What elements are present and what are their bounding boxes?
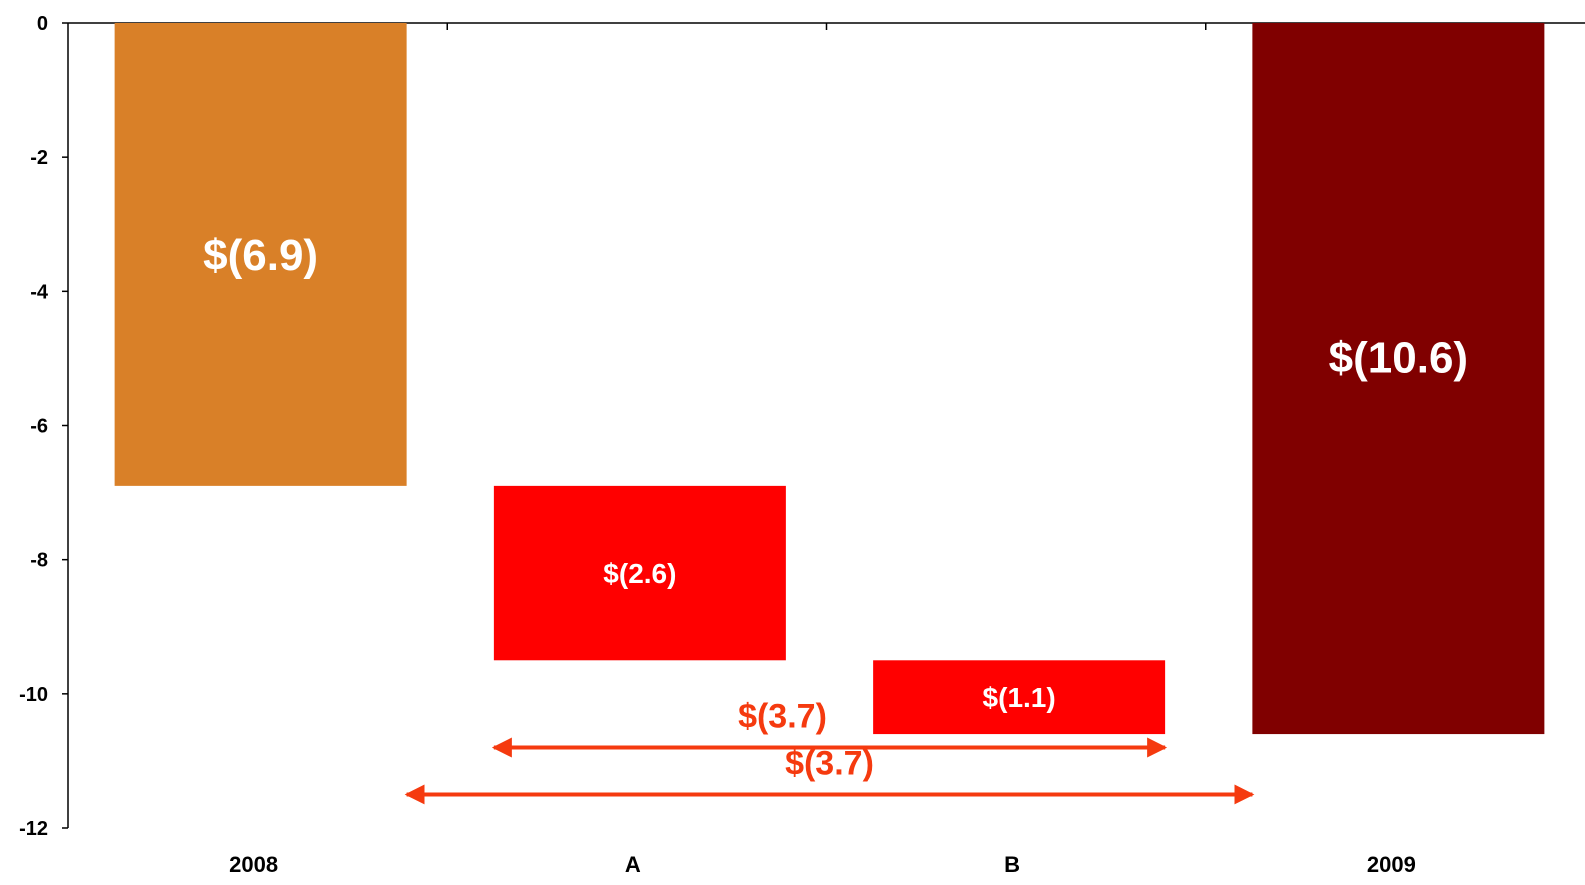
x-tick-label: A (625, 852, 641, 877)
range-arrow-label: $(3.7) (738, 698, 827, 736)
bars: $(6.9) $(2.6) $(1.1) $(10.6) (114, 23, 1545, 735)
y-tick-label: -8 (30, 550, 48, 572)
y-tick-label: -2 (30, 147, 48, 169)
bar (1252, 23, 1545, 735)
bar-value-label: $(1.1) (983, 682, 1056, 713)
bar (493, 485, 786, 661)
x-tick-label: B (1004, 852, 1020, 877)
annotations: $(3.7) $(3.7) (404, 698, 1255, 805)
bar-value-label: $(10.6) (1329, 334, 1468, 383)
y-tick-label: -4 (30, 281, 49, 303)
bar-value-label: $(6.9) (203, 231, 318, 280)
y-tick-label: -6 (30, 416, 48, 438)
bar (114, 23, 407, 486)
bar-value-label: $(2.6) (603, 558, 676, 589)
x-tick-label: 2008 (229, 852, 278, 877)
x-tick-label: 2009 (1367, 852, 1416, 877)
bar (873, 660, 1166, 735)
y-tick-label: 0 (37, 13, 48, 35)
range-arrow-label: $(3.7) (785, 744, 874, 782)
y-tick-label: -10 (19, 684, 48, 706)
y-tick-label: -12 (19, 818, 48, 840)
